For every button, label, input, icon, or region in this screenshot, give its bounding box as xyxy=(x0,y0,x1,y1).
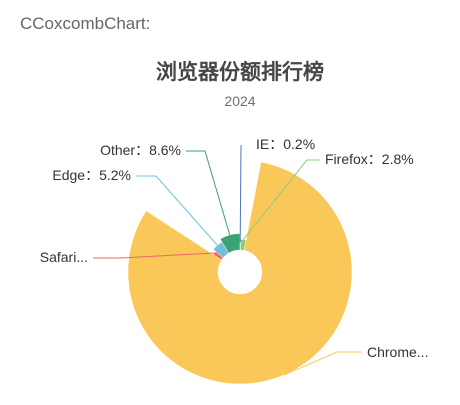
slice-label-ie: IE：0.2% xyxy=(256,136,315,152)
leader-line-safari xyxy=(93,252,215,259)
chart-caption: CCoxcombChart: xyxy=(20,14,151,33)
slice-label-chrome: Chrome... xyxy=(367,344,428,360)
slice-label-other: Other：8.6% xyxy=(100,142,181,158)
slice-label-firefox: Firefox：2.8% xyxy=(325,151,414,167)
leader-line-chrome xyxy=(283,351,362,376)
leader-line-ie xyxy=(239,144,242,243)
slice-label-edge: Edge：5.2% xyxy=(52,167,131,183)
leader-line-edge xyxy=(136,175,218,246)
chart-title: 浏览器份额排行榜 xyxy=(156,60,324,84)
slice-chrome[interactable] xyxy=(127,161,353,385)
leader-line-other xyxy=(186,150,231,236)
chart-subtitle: 2024 xyxy=(224,93,255,109)
leader-line-firefox xyxy=(242,159,320,240)
slice-label-safari: Safari... xyxy=(40,249,88,265)
